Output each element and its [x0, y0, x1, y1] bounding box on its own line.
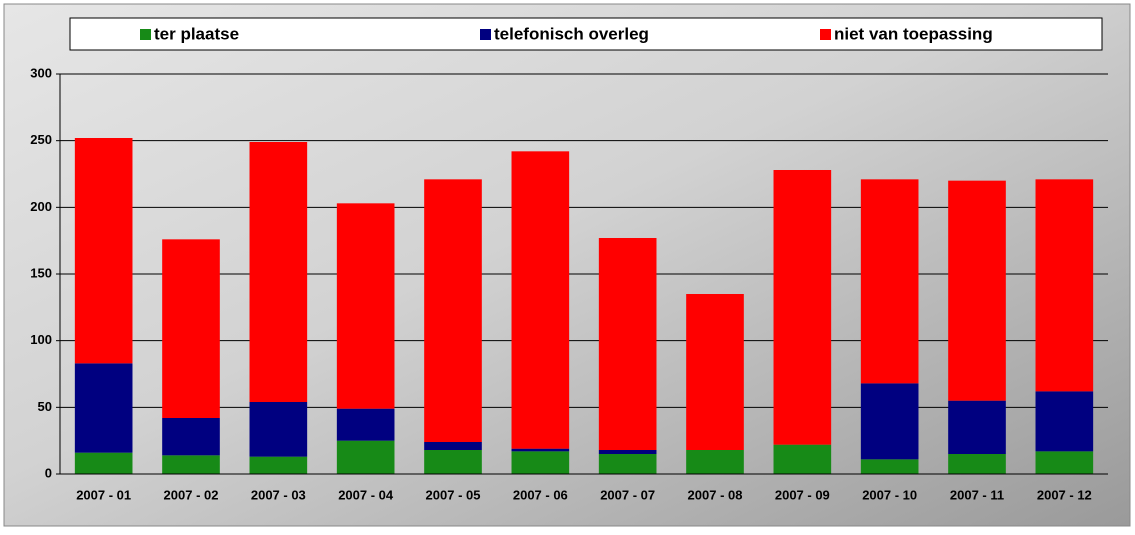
- bar-segment: [686, 450, 744, 474]
- bar-segment: [512, 151, 570, 448]
- bar-segment: [948, 181, 1006, 401]
- bar-segment: [337, 441, 395, 474]
- bar-segment: [512, 451, 570, 474]
- bar-segment: [599, 238, 657, 450]
- y-tick-label: 250: [30, 132, 52, 147]
- bar-segment: [948, 401, 1006, 454]
- bar-segment: [424, 442, 482, 450]
- x-tick-label: 2007 - 02: [164, 487, 219, 502]
- bar-segment: [424, 179, 482, 442]
- bar-segment: [512, 449, 570, 452]
- legend-label: telefonisch overleg: [494, 24, 649, 43]
- bar-segment: [250, 402, 308, 457]
- bar-segment: [337, 409, 395, 441]
- bar-segment: [250, 142, 308, 402]
- bar-segment: [162, 239, 220, 418]
- y-tick-label: 200: [30, 199, 52, 214]
- bar-segment: [861, 179, 919, 383]
- bar-segment: [250, 457, 308, 474]
- bar-segment: [948, 454, 1006, 474]
- x-tick-label: 2007 - 01: [76, 487, 131, 502]
- x-tick-label: 2007 - 08: [688, 487, 743, 502]
- legend-label: niet van toepassing: [834, 24, 993, 43]
- bar-segment: [599, 454, 657, 474]
- x-tick-label: 2007 - 09: [775, 487, 830, 502]
- legend-swatch: [820, 29, 831, 40]
- x-tick-label: 2007 - 10: [862, 487, 917, 502]
- x-tick-label: 2007 - 03: [251, 487, 306, 502]
- page: {"chart_data": {"type": "stacked_bar", "…: [0, 0, 1135, 535]
- bar-segment: [774, 445, 832, 474]
- legend-label: ter plaatse: [154, 24, 239, 43]
- bar-segment: [162, 418, 220, 455]
- x-tick-label: 2007 - 11: [950, 487, 1004, 502]
- bar-segment: [861, 383, 919, 459]
- bar-segment: [75, 453, 133, 474]
- x-tick-label: 2007 - 12: [1037, 487, 1092, 502]
- y-tick-label: 0: [45, 465, 52, 480]
- bar-segment: [337, 203, 395, 408]
- bar-segment: [1036, 179, 1094, 391]
- bar-segment: [686, 294, 744, 450]
- bar-segment: [1036, 391, 1094, 451]
- bar-segment: [162, 455, 220, 474]
- bar-segment: [774, 170, 832, 445]
- bar-segment: [75, 363, 133, 452]
- x-tick-label: 2007 - 06: [513, 487, 568, 502]
- legend-swatch: [480, 29, 491, 40]
- x-tick-label: 2007 - 07: [600, 487, 655, 502]
- y-tick-label: 100: [30, 332, 52, 347]
- bar-segment: [75, 138, 133, 363]
- bar-segment: [424, 450, 482, 474]
- legend-swatch: [140, 29, 151, 40]
- bar-segment: [1036, 451, 1094, 474]
- y-tick-label: 150: [30, 265, 52, 280]
- x-tick-label: 2007 - 05: [426, 487, 481, 502]
- bar-segment: [861, 459, 919, 474]
- bar-segment: [599, 450, 657, 454]
- x-tick-label: 2007 - 04: [338, 487, 394, 502]
- chart: 0 50 100 150 200 250 300 ter plaatse telefonisch…: [0, 0, 1135, 530]
- y-tick-label: 300: [30, 65, 52, 80]
- y-tick-label: 50: [38, 399, 52, 414]
